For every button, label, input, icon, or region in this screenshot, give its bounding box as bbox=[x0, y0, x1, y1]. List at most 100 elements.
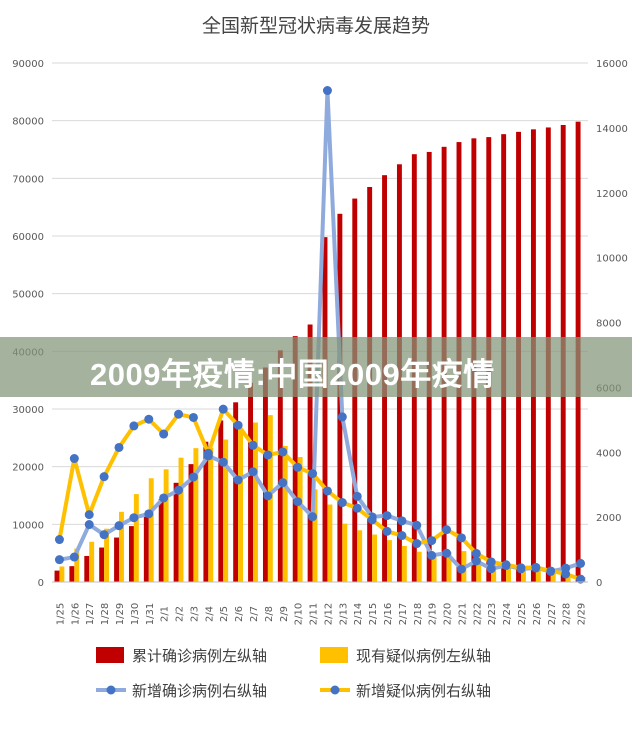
x-tick-label: 2/25 bbox=[517, 603, 528, 625]
x-tick-label: 2/18 bbox=[413, 603, 424, 625]
left-tick-label: 30000 bbox=[12, 405, 44, 416]
bar-suspected bbox=[193, 448, 199, 582]
data-point bbox=[427, 550, 437, 560]
x-tick-label: 1/25 bbox=[55, 603, 66, 625]
bar-suspected bbox=[327, 504, 333, 582]
data-point bbox=[412, 520, 422, 530]
x-tick-label: 2/13 bbox=[338, 603, 349, 625]
data-point bbox=[99, 472, 109, 482]
x-tick-label: 2/6 bbox=[234, 606, 245, 622]
bar-suspected bbox=[238, 429, 244, 582]
watermark-text: 2009年疫情:中国2009年疫情 bbox=[90, 357, 495, 392]
data-point bbox=[99, 530, 109, 540]
left-tick-label: 60000 bbox=[12, 232, 44, 243]
bar-suspected bbox=[506, 565, 512, 582]
data-point bbox=[69, 454, 79, 464]
legend-marker bbox=[330, 685, 340, 695]
data-point bbox=[546, 566, 556, 576]
x-tick-label: 2/28 bbox=[562, 603, 573, 625]
x-axis-ticks: 1/25 1/26 1/27 1/28 1/29 1/30 1/31 2/1 2/2 2/3 2/4… bbox=[52, 581, 588, 625]
right-tick-label: 2000 bbox=[596, 513, 621, 524]
bar-confirmed bbox=[188, 464, 194, 582]
legend-label: 累计确诊病例左纵轴 bbox=[132, 647, 267, 665]
bar-suspected bbox=[148, 478, 154, 582]
data-point bbox=[84, 520, 94, 530]
data-point bbox=[144, 414, 154, 424]
data-point bbox=[471, 556, 481, 566]
data-point bbox=[84, 510, 94, 520]
data-point bbox=[382, 526, 392, 536]
data-point bbox=[263, 450, 273, 460]
x-tick-label: 1/30 bbox=[130, 603, 141, 625]
data-point bbox=[427, 536, 437, 546]
data-point bbox=[352, 491, 362, 501]
bar-confirmed bbox=[84, 555, 90, 582]
bar-suspected bbox=[401, 546, 407, 582]
x-tick-label: 2/15 bbox=[368, 603, 379, 625]
bar-suspected bbox=[476, 558, 482, 582]
left-axis-ticks: 0100002000030000400005000060000700008000… bbox=[12, 59, 44, 589]
data-point bbox=[322, 86, 332, 96]
x-tick-label: 2/21 bbox=[457, 603, 468, 625]
bar-suspected bbox=[208, 447, 214, 582]
left-tick-label: 90000 bbox=[12, 59, 44, 70]
data-point bbox=[456, 533, 466, 543]
x-tick-label: 2/7 bbox=[249, 606, 260, 622]
data-point bbox=[456, 564, 466, 574]
bar-confirmed bbox=[114, 537, 119, 582]
data-point bbox=[531, 562, 541, 572]
left-tick-label: 50000 bbox=[12, 290, 44, 301]
right-tick-label: 14000 bbox=[596, 124, 628, 135]
data-point bbox=[576, 558, 586, 568]
data-point bbox=[442, 548, 452, 558]
data-point bbox=[561, 569, 571, 579]
bar-suspected bbox=[133, 494, 139, 582]
bar-confirmed bbox=[99, 547, 105, 582]
watermark-banner: 2009年疫情:中国2009年疫情 bbox=[0, 337, 632, 397]
data-point bbox=[308, 512, 318, 522]
x-tick-label: 2/2 bbox=[175, 606, 186, 622]
data-point bbox=[576, 574, 586, 584]
data-point bbox=[293, 462, 303, 472]
x-tick-label: 2/27 bbox=[547, 603, 558, 625]
left-tick-label: 20000 bbox=[12, 463, 44, 474]
bar-suspected bbox=[387, 540, 392, 582]
x-tick-label: 2/14 bbox=[353, 603, 364, 625]
bar-suspected bbox=[253, 422, 258, 582]
data-point bbox=[203, 448, 213, 458]
data-point bbox=[54, 535, 64, 545]
legend-swatch bbox=[320, 647, 348, 663]
data-point bbox=[322, 486, 332, 496]
x-tick-label: 2/29 bbox=[577, 603, 588, 625]
data-point bbox=[174, 409, 184, 419]
x-tick-label: 2/5 bbox=[219, 606, 230, 622]
data-point bbox=[263, 491, 273, 501]
data-point bbox=[233, 420, 243, 430]
bar-confirmed bbox=[143, 514, 149, 582]
bar-suspected bbox=[416, 551, 422, 582]
x-tick-label: 2/24 bbox=[502, 603, 513, 625]
data-point bbox=[352, 503, 362, 513]
data-point bbox=[337, 412, 347, 422]
bar-suspected bbox=[550, 568, 556, 582]
bar-suspected bbox=[342, 523, 348, 582]
bar-suspected bbox=[163, 469, 169, 582]
bar-confirmed bbox=[322, 237, 328, 583]
x-tick-label: 2/26 bbox=[532, 603, 543, 625]
data-point bbox=[308, 469, 318, 479]
data-point bbox=[486, 564, 496, 574]
x-tick-label: 1/26 bbox=[70, 603, 81, 625]
bar-suspected bbox=[223, 439, 229, 582]
x-tick-label: 2/4 bbox=[204, 606, 215, 622]
bar-suspected bbox=[282, 445, 288, 582]
data-point bbox=[293, 497, 303, 507]
data-point bbox=[442, 525, 452, 535]
data-point bbox=[188, 472, 198, 482]
x-tick-label: 1/27 bbox=[85, 603, 96, 625]
data-point bbox=[278, 478, 288, 488]
legend-label: 新增疑似病例右纵轴 bbox=[356, 682, 491, 700]
right-tick-label: 12000 bbox=[596, 189, 628, 200]
data-point bbox=[144, 509, 154, 519]
data-point bbox=[159, 429, 169, 439]
